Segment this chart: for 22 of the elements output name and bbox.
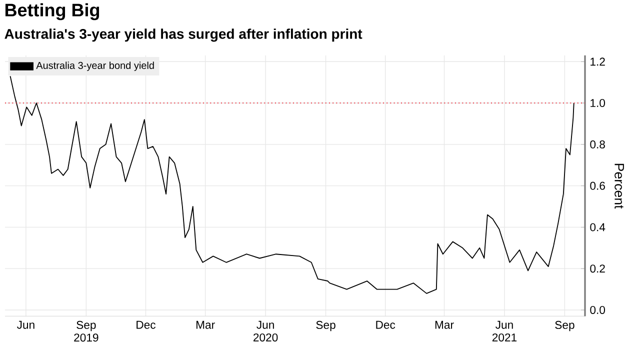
x-tick-label: Jun 2021 <box>492 320 517 342</box>
y-tick-label: 1.2 <box>590 58 605 66</box>
y-tick-label: 0.8 <box>590 140 605 148</box>
x-tick-label: Sep <box>316 320 336 332</box>
line-series <box>10 76 574 294</box>
x-tick-label: Sep 2019 <box>74 320 98 342</box>
x-tick-label: Sep <box>555 320 574 332</box>
chart-title: Betting Big <box>5 3 100 20</box>
chart-subtitle: Australia's 3-year yield has surged after inflation print <box>4 28 362 42</box>
x-tick-label: Mar <box>435 320 454 329</box>
x-tick-label: Jun <box>16 320 34 329</box>
x-tick-label: Mar <box>196 320 215 329</box>
y-tick-label: 1.0 <box>590 99 606 108</box>
x-tick-label: Dec <box>376 320 396 329</box>
y-tick-label: 0.4 <box>590 223 606 232</box>
x-tick-label: Dec <box>136 320 156 329</box>
y-tick-label: 0.2 <box>590 264 605 273</box>
legend-label: Australia 3-year bond yield <box>36 62 154 71</box>
y-tick-label: 0.6 <box>590 182 605 190</box>
y-axis-title: Percent <box>614 164 624 209</box>
y-tick-label: 0.0 <box>590 306 606 314</box>
x-tick-label: Jun 2020 <box>254 320 278 342</box>
